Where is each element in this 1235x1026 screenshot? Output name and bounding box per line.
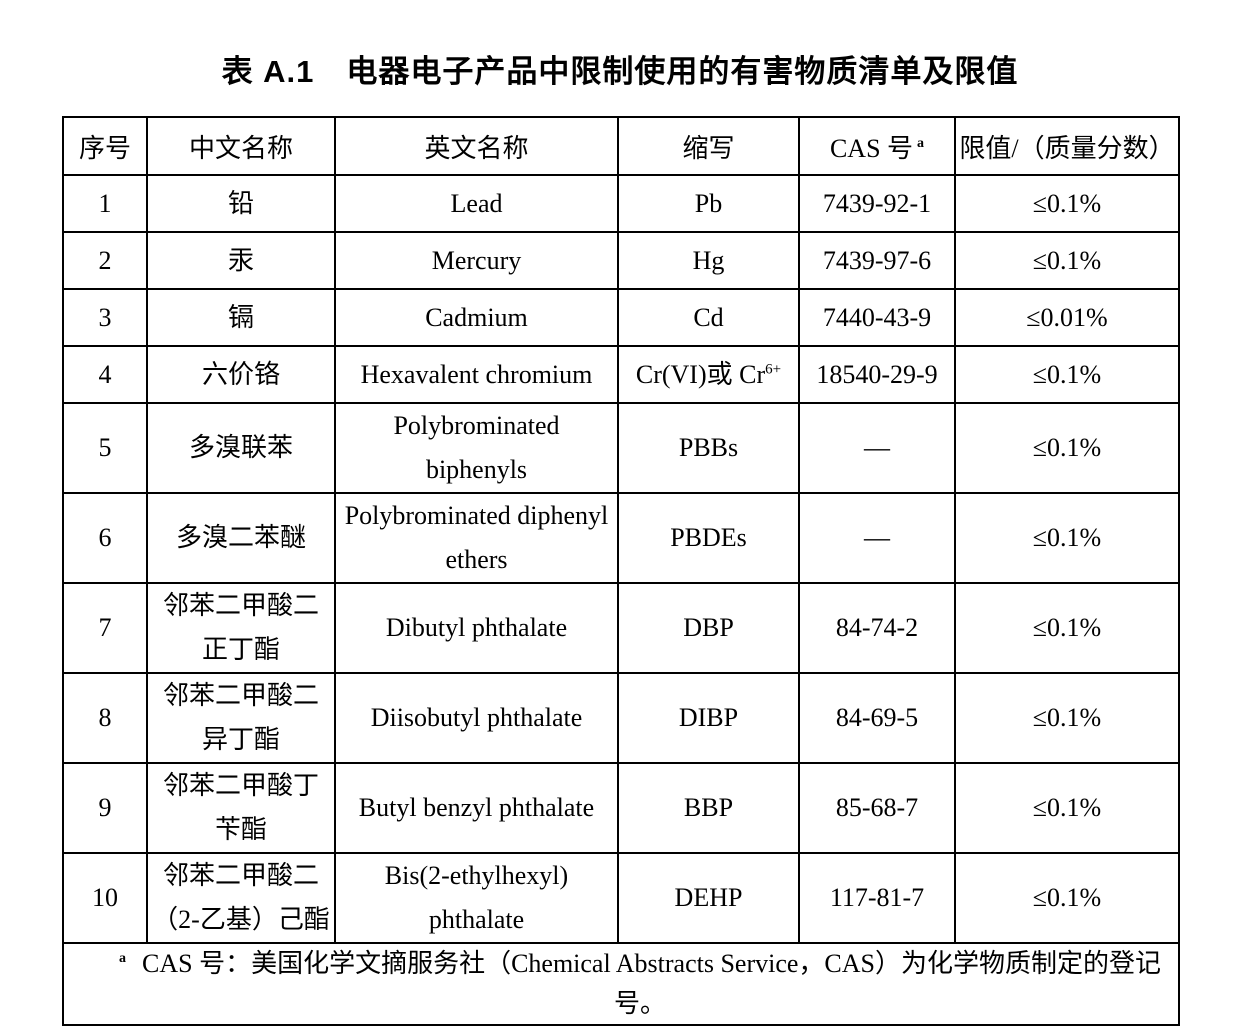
footnote-marker: a — [118, 951, 126, 967]
abbreviation-text: BBP — [683, 793, 734, 822]
table-caption: 表 A.1 电器电子产品中限制使用的有害物质清单及限值 — [221, 54, 1019, 89]
abbreviation-text: Hg — [692, 245, 725, 275]
abbreviation-text: PBBs — [678, 433, 739, 462]
cell-limit: ≤0.1% — [954, 345, 1180, 404]
cell-cas-number: 7439-92-1 — [798, 174, 956, 233]
table-row-9: 9 邻苯二甲酸丁 苄酯 Butyl benzyl phthalate BBP 8… — [62, 762, 1180, 854]
cell-chinese-name: 多溴二苯醚 — [146, 492, 336, 584]
abbreviation-text: Cr(VI)或 Cr — [635, 359, 766, 389]
cell-abbreviation: DEHP — [617, 852, 800, 944]
header-abbreviation: 缩写 — [617, 116, 800, 176]
header-chinese-name: 中文名称 — [146, 116, 336, 176]
cell-serial-number: 6 — [62, 492, 148, 584]
cell-chinese-name: 邻苯二甲酸二 正丁酯 — [146, 582, 336, 674]
cell-abbreviation: Cr(VI)或 Cr6+ — [617, 345, 800, 404]
table-row-4: 4 六价铬 Hexavalent chromium Cr(VI)或 Cr6+ 1… — [62, 345, 1180, 404]
abbreviation-text: PBDEs — [670, 523, 747, 552]
cell-limit: ≤0.1% — [954, 231, 1180, 290]
cell-abbreviation: PBDEs — [617, 492, 800, 584]
cell-abbreviation: Cd — [617, 288, 800, 347]
cell-cas-number: 85-68-7 — [798, 762, 956, 854]
cell-serial-number: 4 — [62, 345, 148, 404]
cell-cas-number: 84-74-2 — [798, 582, 956, 674]
cell-chinese-name: 邻苯二甲酸二 异丁酯 — [146, 672, 336, 764]
cell-abbreviation: DIBP — [617, 672, 800, 764]
cell-serial-number: 10 — [62, 852, 148, 944]
cell-abbreviation: Hg — [617, 231, 800, 290]
cell-abbreviation: DBP — [617, 582, 800, 674]
cell-english-name: Polybrominated biphenyls — [334, 402, 619, 494]
table-row-1: 1 铅 Lead Pb 7439-92-1 ≤0.1% — [62, 174, 1180, 233]
cell-english-name: Hexavalent chromium — [334, 345, 619, 404]
header-cas-label: CAS 号 — [829, 133, 914, 163]
cell-limit: ≤0.1% — [954, 852, 1180, 944]
cell-cas-number: 117-81-7 — [798, 852, 956, 944]
header-serial-number: 序号 — [62, 116, 148, 176]
cell-limit: ≤0.1% — [954, 402, 1180, 494]
footnote-marker: a — [917, 135, 925, 151]
cell-cas-number: — — [798, 492, 956, 584]
cell-serial-number: 8 — [62, 672, 148, 764]
cell-limit: ≤0.1% — [954, 582, 1180, 674]
cell-abbreviation: PBBs — [617, 402, 800, 494]
header-limit: 限值/（质量分数） — [954, 116, 1180, 176]
footnote-text: CAS 号：美国化学文摘服务社（Chemical Abstracts Servi… — [141, 949, 1161, 1018]
cell-cas-number: 7440-43-9 — [798, 288, 956, 347]
cell-serial-number: 3 — [62, 288, 148, 347]
document-content: 表 A.1 电器电子产品中限制使用的有害物质清单及限值 序号 中文名称 英文名称… — [62, 0, 1180, 1026]
cell-english-name: Cadmium — [334, 288, 619, 347]
table-row-5: 5 多溴联苯 Polybrominated biphenyls PBBs — ≤… — [62, 402, 1180, 494]
cell-chinese-name: 铅 — [146, 174, 336, 233]
footnote-row: a CAS 号：美国化学文摘服务社（Chemical Abstracts Serv… — [62, 942, 1180, 1026]
cell-limit: ≤0.1% — [954, 174, 1180, 233]
cell-cas-number: — — [798, 402, 956, 494]
cell-serial-number: 5 — [62, 402, 148, 494]
cell-limit: ≤0.1% — [954, 672, 1180, 764]
table-row-6: 6 多溴二苯醚 Polybrominated diphenyl ethers P… — [62, 492, 1180, 584]
cell-chinese-name: 镉 — [146, 288, 336, 347]
cell-english-name: Bis(2-ethylhexyl) phthalate — [334, 852, 619, 944]
abbreviation-text: DIBP — [678, 703, 739, 732]
cell-cas-number: 84-69-5 — [798, 672, 956, 764]
abbreviation-text: Cd — [693, 302, 724, 332]
table-row-10: 10 邻苯二甲酸二 （2-乙基）己酯 Bis(2-ethylhexyl) pht… — [62, 852, 1180, 944]
cell-abbreviation: Pb — [617, 174, 800, 233]
cell-english-name: Lead — [334, 174, 619, 233]
cell-serial-number: 1 — [62, 174, 148, 233]
cell-serial-number: 9 — [62, 762, 148, 854]
cell-cas-number: 18540-29-9 — [798, 345, 956, 404]
cell-cas-number: 7439-97-6 — [798, 231, 956, 290]
table-row-2: 2 汞 Mercury Hg 7439-97-6 ≤0.1% — [62, 231, 1180, 290]
cell-chinese-name: 多溴联苯 — [146, 402, 336, 494]
superscript: 6+ — [765, 360, 782, 377]
cell-serial-number: 2 — [62, 231, 148, 290]
cell-english-name: Dibutyl phthalate — [334, 582, 619, 674]
cell-english-name: Butyl benzyl phthalate — [334, 762, 619, 854]
cell-limit: ≤0.1% — [954, 762, 1180, 854]
cell-chinese-name: 六价铬 — [146, 345, 336, 404]
cell-serial-number: 7 — [62, 582, 148, 674]
cell-limit: ≤0.01% — [954, 288, 1180, 347]
abbreviation-text: Pb — [694, 188, 723, 218]
header-english-name: 英文名称 — [334, 116, 619, 176]
table-row-3: 3 镉 Cadmium Cd 7440-43-9 ≤0.01% — [62, 288, 1180, 347]
abbreviation-text: DEHP — [674, 883, 743, 912]
cell-chinese-name: 邻苯二甲酸二 （2-乙基）己酯 — [146, 852, 336, 944]
cell-limit: ≤0.1% — [954, 492, 1180, 584]
cell-english-name: Diisobutyl phthalate — [334, 672, 619, 764]
cell-english-name: Mercury — [334, 231, 619, 290]
abbreviation-text: DBP — [683, 613, 734, 642]
table-footnote: a CAS 号：美国化学文摘服务社（Chemical Abstracts Serv… — [62, 942, 1180, 1026]
cell-english-name: Polybrominated diphenyl ethers — [334, 492, 619, 584]
table-row-7: 7 邻苯二甲酸二 正丁酯 Dibutyl phthalate DBP 84-74… — [62, 582, 1180, 674]
cell-chinese-name: 邻苯二甲酸丁 苄酯 — [146, 762, 336, 854]
table-row-8: 8 邻苯二甲酸二 异丁酯 Diisobutyl phthalate DIBP 8… — [62, 672, 1180, 764]
cell-chinese-name: 汞 — [146, 231, 336, 290]
cell-abbreviation: BBP — [617, 762, 800, 854]
